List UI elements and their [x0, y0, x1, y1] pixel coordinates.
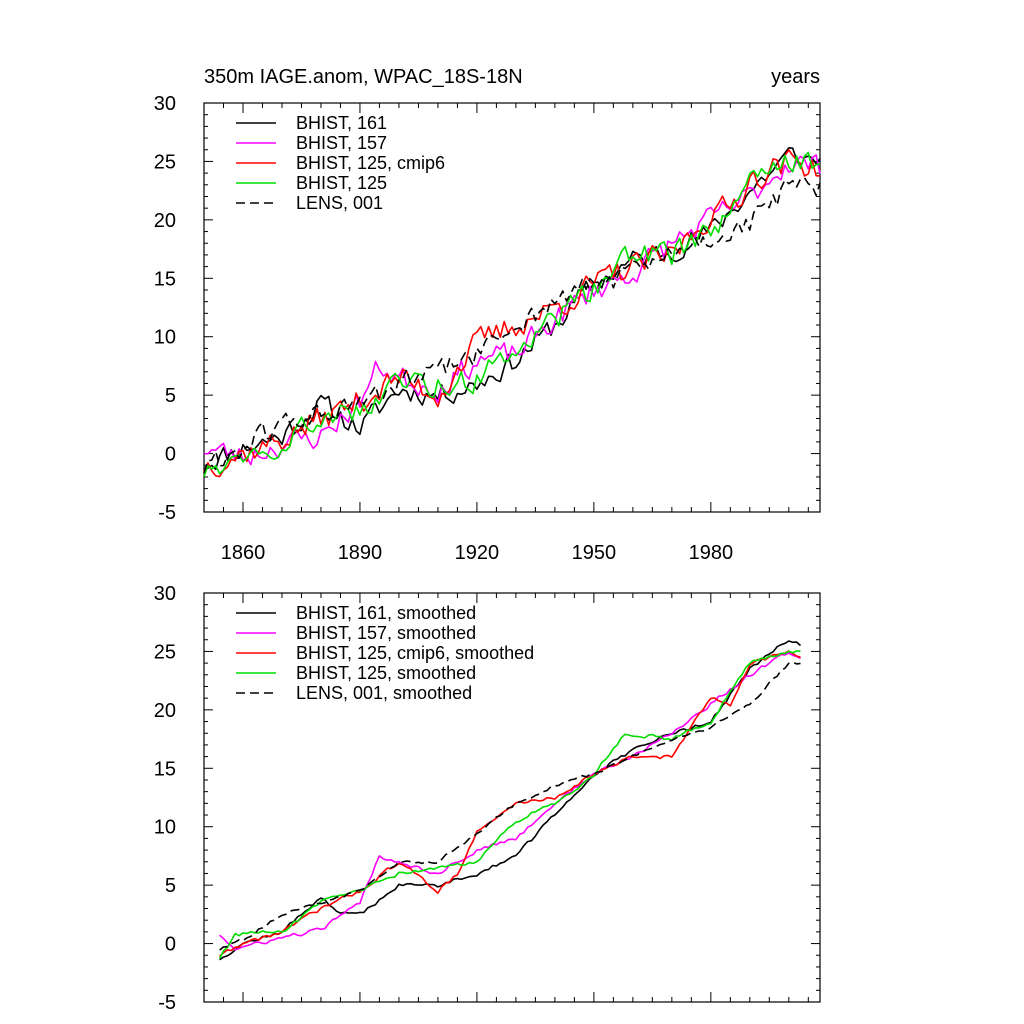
series-line — [219, 661, 801, 951]
top-panel: -5 0 5 10 15 20 25 30 1860 1890 1920 1950 1980 BHIST,… — [154, 66, 821, 564]
y-tick-label: 0 — [165, 444, 176, 466]
y-tick-label: 0 — [165, 934, 176, 956]
legend-label: BHIST, 125 — [296, 173, 387, 193]
y-tick-label: 5 — [165, 385, 176, 407]
x-tick-label: 1980 — [689, 542, 734, 564]
series-line — [203, 151, 821, 477]
y-tick-label: 15 — [154, 268, 176, 290]
legend-label: LENS, 001, smoothed — [296, 683, 472, 703]
x-tick-label: 1920 — [455, 542, 500, 564]
y-tick-label: 30 — [154, 583, 176, 605]
legend-label: BHIST, 161, smoothed — [296, 603, 476, 623]
legend-label: BHIST, 161 — [296, 113, 387, 133]
y-tick-label: -5 — [158, 992, 176, 1014]
y-tick-label: 25 — [154, 641, 176, 663]
x-tick-label: 1890 — [338, 542, 383, 564]
x-tick-label: 1950 — [572, 542, 617, 564]
chart-title: 350m IAGE.anom, WPAC_18S-18N — [204, 66, 523, 88]
y-tick-label: 20 — [154, 210, 176, 232]
y-tick-label: 5 — [165, 875, 176, 897]
legend-label: BHIST, 157 — [296, 133, 387, 153]
chart-subtitle: years — [771, 66, 820, 88]
y-tick-label: 10 — [154, 327, 176, 349]
legend-label: BHIST, 125, smoothed — [296, 663, 476, 683]
series-line — [219, 652, 801, 951]
x-tick-label: 1860 — [221, 542, 266, 564]
series-line — [203, 147, 821, 471]
legend-label: LENS, 001 — [296, 193, 383, 213]
legend-label: BHIST, 125, cmip6 — [296, 153, 445, 173]
y-tick-label: 10 — [154, 817, 176, 839]
y-tick-label: 15 — [154, 758, 176, 780]
series-line — [203, 154, 821, 466]
legend-label: BHIST, 125, cmip6, smoothed — [296, 643, 534, 663]
plot-frame — [203, 592, 821, 1003]
series-line — [218, 650, 801, 959]
legend-label: BHIST, 157, smoothed — [296, 623, 476, 643]
y-tick-label: 25 — [154, 151, 176, 173]
y-tick-label: -5 — [158, 502, 176, 524]
y-tick-label: 20 — [154, 700, 176, 722]
y-tick-label: 30 — [154, 93, 176, 115]
series-line — [219, 640, 802, 961]
plot-frame — [203, 102, 821, 513]
series-line — [203, 176, 821, 473]
